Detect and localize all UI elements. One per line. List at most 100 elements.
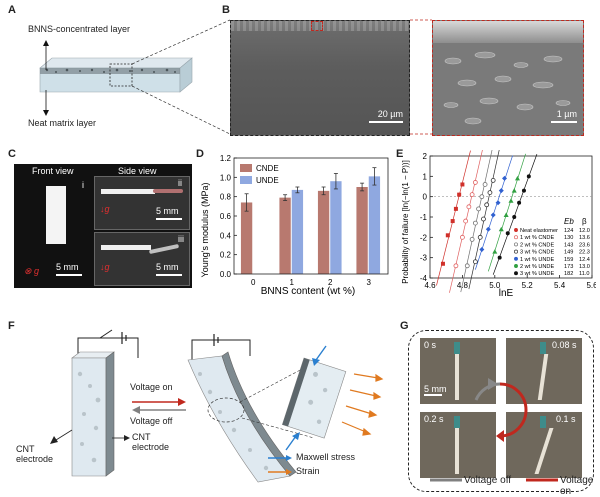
g-front: ⊗ g <box>24 266 40 276</box>
e-point <box>472 259 478 265</box>
e-point <box>487 190 493 195</box>
e-legend-header-beta: β <box>582 217 587 226</box>
label-iii: iii <box>178 234 184 244</box>
neat-layer-label: Neat matrix layer <box>28 118 97 128</box>
photo-side-ii <box>94 176 190 230</box>
e-legend-marker <box>514 235 518 240</box>
cycle-arrows <box>430 378 558 482</box>
e-legend-label: 3 wt % UNDE <box>520 271 554 277</box>
front-view-title: Front view <box>32 166 74 176</box>
e-point <box>497 255 502 260</box>
d-bar <box>330 181 342 274</box>
e-point <box>457 192 462 197</box>
d-ytick-label: 0.8 <box>220 193 232 202</box>
scale-bar-side-bottom <box>156 274 182 276</box>
e-ytick-label: -4 <box>420 274 428 283</box>
e-point <box>477 234 483 240</box>
d-legend-swatch <box>240 176 252 184</box>
e-point <box>445 233 450 238</box>
e-point <box>440 261 445 266</box>
g-ii: ↓g <box>100 204 110 214</box>
e-legend-marker <box>514 228 518 232</box>
e-legend-beta: 13.6 <box>579 235 590 241</box>
e-ytick-label: 0 <box>423 193 428 202</box>
e-legend-beta: 12.0 <box>579 228 590 234</box>
e-point <box>479 194 485 200</box>
youngs-modulus-chart: 0.0 0.2 0.4 0.6 0.8 1.0 1.2 0 1 2 3 CNDE UNDE Young… <box>200 154 389 297</box>
d-ylabel: Young's modulus (MPa) <box>200 183 210 278</box>
d-ytick-label: 0.0 <box>220 270 232 279</box>
legend-voltage-off: Voltage off <box>464 475 512 486</box>
e-legend-marker <box>514 271 518 276</box>
d-bar <box>317 190 330 274</box>
e-point <box>511 188 517 193</box>
time-008: 0.08 s <box>552 340 577 350</box>
e-ytick-label: 2 <box>423 152 428 161</box>
e-legend-header-eb: Eb <box>564 217 574 226</box>
e-point <box>469 192 475 198</box>
film-front <box>46 186 66 244</box>
g-label-ii: g <box>104 204 110 214</box>
scale-bar-g <box>424 394 442 396</box>
e-legend-label: 2 wt % UNDE <box>520 264 554 270</box>
e-legend-eb: 124 <box>564 228 573 234</box>
label-i: i <box>82 180 84 190</box>
e-point <box>502 175 508 181</box>
e-point <box>464 263 470 269</box>
scale-front: 5 mm <box>56 262 79 272</box>
e-legend-label: 1 wt % CNDE <box>520 235 554 241</box>
d-ytick-label: 0.2 <box>220 251 232 260</box>
e-legend-beta: 13.0 <box>579 264 590 270</box>
e-legend-eb: 173 <box>564 264 573 270</box>
bilayer-schematic <box>39 40 193 116</box>
e-point <box>485 226 491 232</box>
e-point <box>484 202 490 208</box>
legend-maxwell: Maxwell stress <box>296 452 356 462</box>
label-ii: ii <box>178 178 182 188</box>
time-02: 0.2 s <box>424 414 444 424</box>
e-ytick-label: -1 <box>420 213 428 222</box>
voltage-on-label: Voltage on <box>130 382 173 392</box>
panel-label-b: B <box>222 4 230 16</box>
e-point <box>481 216 486 222</box>
scale-bar-zoom <box>551 121 577 123</box>
weibull-chart: 4.6 4.8 5.0 5.2 5.4 5.6 -4 -3 -2 -1 0 1 2 Ebβ Neat el… <box>401 150 596 299</box>
e-legend-eb: 182 <box>564 271 573 277</box>
sem-cross-section: 20 µm <box>230 20 410 136</box>
e-legend-marker <box>514 264 518 268</box>
panel-label-g: G <box>400 320 409 332</box>
e-xtick-label: 5.2 <box>522 281 534 290</box>
e-point <box>460 234 465 240</box>
d-legend-swatch <box>240 164 252 172</box>
e-point <box>521 188 526 193</box>
e-fit-line <box>492 153 538 275</box>
panel-label-e: E <box>396 148 404 160</box>
e-ytick-label: 1 <box>423 172 428 181</box>
e-xtick-label: 4.6 <box>424 281 436 290</box>
e-point <box>517 200 522 205</box>
g-iii: ↓g <box>100 262 110 272</box>
e-xtick-label: 5.4 <box>554 281 566 290</box>
panel-label-f: F <box>8 320 15 332</box>
e-point <box>463 218 469 224</box>
e-point <box>503 212 509 217</box>
side-view-title: Side view <box>118 166 157 176</box>
e-point <box>495 200 501 206</box>
d-ytick-label: 0.6 <box>220 212 232 221</box>
d-xtick-label: 0 <box>251 278 256 287</box>
frame-0s <box>420 338 496 404</box>
e-point <box>498 226 504 232</box>
d-legend-label: UNDE <box>256 176 279 185</box>
e-legend-label: 1 wt % UNDE <box>520 257 554 263</box>
e-point <box>505 231 510 236</box>
e-point <box>476 206 481 212</box>
e-point <box>453 206 458 211</box>
d-xtick-label: 1 <box>290 278 295 287</box>
scale-bar-front <box>56 274 82 276</box>
d-bar <box>240 202 253 274</box>
scale-side-bottom: 5 mm <box>156 262 179 272</box>
e-point <box>490 177 496 183</box>
timelapse-frame <box>408 330 594 492</box>
e-point <box>466 204 472 210</box>
